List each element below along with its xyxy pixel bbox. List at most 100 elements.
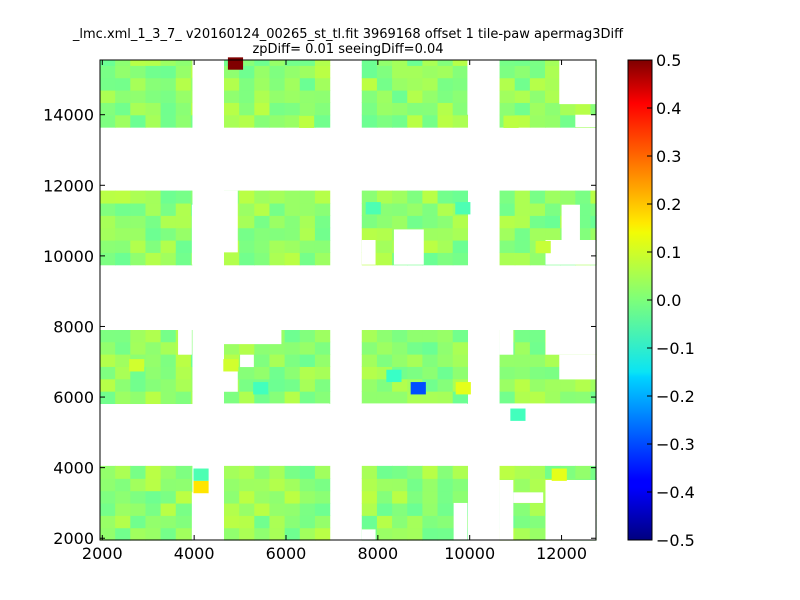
heatmap-cell	[254, 465, 271, 479]
heatmap-cell	[269, 252, 286, 266]
heatmap-empty-cell	[561, 204, 580, 240]
heatmap-cell	[575, 378, 592, 392]
heatmap-cell	[437, 202, 454, 216]
heatmap-cell	[130, 527, 147, 541]
heatmap-cell	[407, 215, 423, 229]
heatmap-cell	[269, 227, 286, 241]
heatmap-cell	[239, 190, 255, 204]
heatmap-cell	[190, 102, 193, 116]
heatmap-cell	[452, 60, 469, 66]
heatmap-cell	[422, 227, 439, 241]
heatmap-cell	[224, 502, 240, 516]
heatmap-cell	[499, 354, 516, 367]
heatmap-cell	[115, 490, 131, 504]
heatmap-cell	[392, 515, 408, 529]
heatmap-cell	[100, 341, 116, 355]
heatmap-cell	[529, 77, 546, 91]
heatmap-cell	[239, 252, 255, 266]
heatmap-cell	[130, 102, 147, 116]
heatmap-cell	[130, 515, 147, 529]
heatmap-cell	[392, 190, 408, 204]
heatmap-cell	[529, 391, 546, 405]
heatmap-cell	[529, 515, 546, 529]
colorbar-tick-label: −0.5	[656, 531, 695, 550]
x-tick-label: 4000	[174, 544, 215, 563]
heatmap-cell	[130, 227, 147, 241]
heatmap-cell	[361, 341, 378, 355]
heatmap-cell	[115, 215, 131, 229]
heatmap-cell	[160, 490, 177, 504]
heatmap-cell	[145, 240, 162, 253]
heatmap-cell	[314, 515, 331, 529]
heatmap-cell	[361, 366, 378, 380]
heatmap-cell	[361, 391, 378, 405]
heatmap-cell	[376, 77, 393, 91]
heatmap-empty-cell	[575, 114, 596, 128]
heatmap-cell	[392, 215, 408, 229]
heatmap-cell	[269, 202, 286, 216]
y-tick-label: 4000	[53, 459, 94, 478]
heatmap-cell	[145, 102, 162, 116]
heatmap-cell	[314, 60, 331, 66]
heatmap-outlier-cell	[129, 359, 145, 372]
plot-frame	[99, 59, 597, 541]
heatmap-cell	[269, 190, 286, 204]
heatmap-cell	[175, 65, 192, 79]
heatmap-cell	[422, 114, 439, 128]
heatmap-outlier-cell	[510, 408, 526, 421]
heatmap-cell	[392, 114, 408, 128]
heatmap-cell	[422, 478, 439, 492]
heatmap-cell	[560, 102, 576, 116]
y-tick-label: 6000	[53, 388, 94, 407]
heatmap-cell	[376, 354, 393, 367]
heatmap-cell	[560, 190, 576, 204]
heatmap-cell	[452, 366, 469, 380]
heatmap-cell	[452, 465, 469, 479]
heatmap-cell	[407, 515, 423, 529]
heatmap-cell	[269, 354, 286, 367]
heatmap-empty-cell	[545, 480, 596, 540]
heatmap-empty-cell	[393, 229, 424, 265]
heatmap-cell	[437, 227, 454, 241]
heatmap-cell	[314, 366, 331, 380]
heatmap-cell	[437, 190, 454, 204]
heatmap-cell	[376, 465, 393, 479]
heatmap-cell	[314, 114, 331, 128]
heatmap-cell	[254, 341, 271, 355]
heatmap-cell	[254, 527, 271, 541]
heatmap-cell	[115, 378, 131, 392]
heatmap-cell	[284, 391, 301, 405]
heatmap-cell	[437, 330, 454, 343]
heatmap-cell	[239, 391, 255, 405]
heatmap-cell	[145, 515, 162, 529]
heatmap-cell	[545, 202, 561, 216]
heatmap-cell	[145, 354, 162, 367]
heatmap-cell	[407, 90, 423, 103]
heatmap-cell	[284, 114, 301, 128]
heatmap-cell	[376, 227, 393, 241]
heatmap-outlier-cell	[455, 382, 471, 395]
heatmap-cell	[452, 227, 469, 241]
heatmap-cell	[100, 478, 116, 492]
heatmap-cell	[437, 378, 454, 392]
heatmap-cell	[314, 378, 331, 392]
heatmap-cell	[529, 252, 546, 266]
heatmap-cell	[376, 202, 393, 216]
heatmap-cell	[190, 90, 193, 103]
heatmap-cell	[437, 65, 454, 79]
heatmap-cell	[299, 341, 316, 355]
heatmap-cell	[361, 465, 378, 479]
heatmap-cell	[376, 490, 393, 504]
heatmap-cell	[529, 478, 546, 492]
heatmap-cell	[254, 366, 271, 380]
heatmap-cell	[422, 215, 439, 229]
heatmap-cell	[529, 366, 546, 380]
heatmap-cell	[130, 77, 147, 91]
heatmap-cell	[514, 240, 531, 253]
heatmap-cell	[437, 527, 454, 541]
heatmap-cell	[115, 527, 131, 541]
heatmap-cell	[437, 391, 454, 405]
heatmap-cell	[100, 391, 116, 405]
heatmap-cell	[499, 252, 516, 266]
heatmap-cell	[190, 465, 193, 479]
